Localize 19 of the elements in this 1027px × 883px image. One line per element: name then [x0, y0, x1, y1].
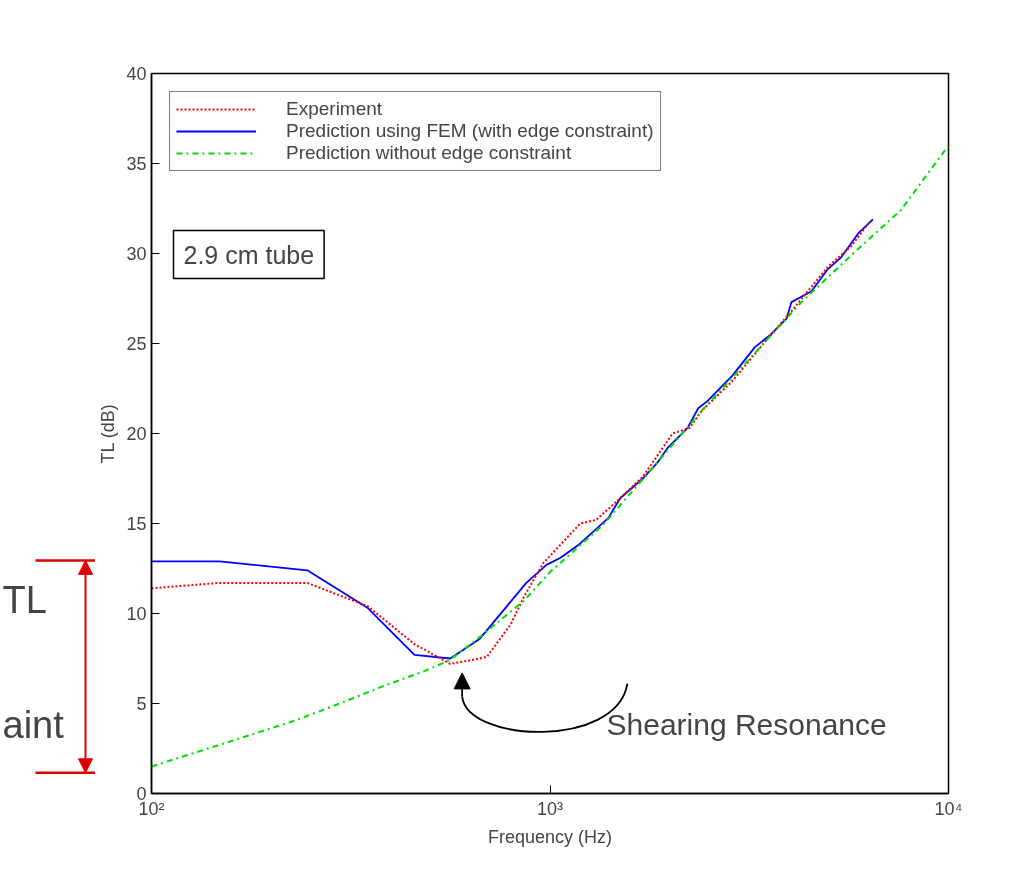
y-tick-label: 20: [126, 424, 147, 444]
x-axis-title: Frequency (Hz): [487, 826, 613, 847]
y-tick-label: 35: [126, 154, 147, 174]
text: aint: [2, 703, 65, 746]
y-tick-label: 25: [126, 334, 147, 354]
y-tick-label: 40: [126, 64, 147, 84]
legend-label: Prediction using FEM (with edge constraint): [286, 120, 654, 142]
y-tick-label: 5: [136, 694, 147, 714]
x-tick-label: 10³: [536, 798, 564, 819]
legend-label: Experiment: [286, 98, 383, 120]
y-tick-label: 10: [126, 604, 147, 624]
y-tick-label: 15: [126, 514, 147, 534]
annotation: 2.9 cm tube: [183, 240, 315, 269]
x-tick-label: 10⁴: [934, 798, 963, 819]
text: TL: [2, 578, 47, 621]
y-tick-label: 30: [126, 244, 147, 264]
legend-label: Prediction without edge constraint: [286, 142, 572, 164]
y-axis-title: TL (dB): [98, 404, 119, 464]
annotation: Shearing Resonance: [606, 707, 887, 741]
